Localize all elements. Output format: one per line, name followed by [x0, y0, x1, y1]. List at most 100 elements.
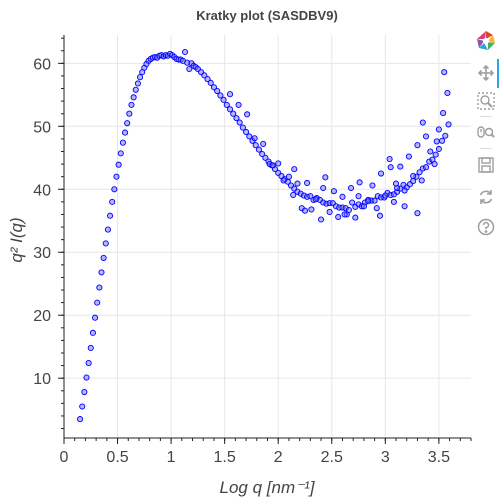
data-point — [98, 269, 105, 276]
data-point — [445, 121, 452, 128]
data-point — [233, 115, 240, 122]
save-icon[interactable] — [475, 154, 497, 176]
data-point — [416, 169, 423, 176]
data-point — [390, 198, 397, 205]
data-point — [246, 133, 253, 140]
data-point — [87, 344, 94, 352]
x-tick-label: 3 — [381, 449, 390, 466]
data-point — [307, 193, 314, 200]
data-point — [318, 216, 325, 223]
data-point — [89, 329, 96, 336]
data-point — [236, 119, 243, 126]
gridlines — [63, 35, 471, 438]
x-tick-label: 2.5 — [321, 449, 343, 466]
data-point — [365, 198, 372, 205]
data-point — [341, 211, 348, 218]
data-point — [290, 191, 297, 198]
data-point — [360, 203, 367, 210]
bokeh-logo-icon[interactable] — [475, 30, 497, 52]
data-point — [269, 162, 276, 169]
y-tick-label: 20 — [33, 308, 51, 325]
plot-background — [64, 35, 471, 438]
data-point — [132, 86, 139, 93]
data-point — [369, 182, 376, 189]
data-point — [405, 153, 412, 160]
wheel-zoom-icon[interactable] — [475, 122, 497, 144]
axes: 0 0.5 1 1.5 2 2.5 3 3.5 10 20 30 40 50 60 — [33, 35, 472, 466]
data-point — [130, 94, 137, 101]
data-point — [294, 180, 301, 187]
data-point — [439, 137, 446, 144]
data-point — [100, 254, 107, 261]
data-point — [352, 214, 359, 221]
data-point — [330, 188, 337, 195]
data-point — [92, 314, 99, 321]
data-point — [235, 101, 242, 108]
data-point — [85, 360, 92, 367]
pan-icon[interactable] — [475, 62, 497, 84]
data-point — [107, 212, 114, 219]
data-point — [419, 119, 426, 126]
data-point — [397, 163, 404, 170]
data-point — [432, 151, 439, 158]
data-point — [122, 129, 129, 136]
x-tick-label: 0 — [60, 449, 69, 466]
data-point — [102, 240, 109, 247]
data-point — [113, 173, 120, 180]
data-point — [244, 111, 251, 118]
toolbar-divider — [480, 116, 492, 117]
data-point — [104, 226, 111, 233]
data-point — [136, 74, 144, 81]
data-point — [275, 160, 282, 167]
data-point — [226, 91, 234, 98]
data-point — [119, 139, 126, 146]
box-zoom-icon[interactable] — [475, 90, 497, 112]
y-tick-label: 50 — [33, 119, 51, 136]
y-tick-label: 30 — [33, 245, 51, 262]
x-tick-label: 1 — [167, 449, 176, 466]
data-point — [255, 146, 262, 153]
data-point — [326, 208, 333, 215]
x-tick-label: 3.5 — [428, 449, 450, 466]
data-point — [79, 403, 86, 410]
chart-title: Kratky plot (SASDBV9) — [196, 8, 338, 23]
data-point — [414, 210, 421, 217]
data-point — [339, 193, 346, 200]
data-point — [387, 164, 394, 171]
data-point — [259, 150, 266, 158]
x-tick-label: 0.5 — [106, 449, 128, 466]
data-point — [217, 92, 224, 99]
data-point — [204, 76, 211, 83]
data-point — [124, 120, 131, 127]
data-point — [223, 101, 230, 108]
help-icon[interactable] — [475, 216, 497, 238]
y-tick-label: 10 — [33, 371, 51, 388]
y-tick-label: 40 — [33, 182, 51, 199]
data-point — [304, 179, 311, 187]
data-point — [117, 150, 124, 157]
data-point — [96, 284, 103, 291]
reset-icon[interactable] — [475, 186, 497, 208]
y-tick-label: 60 — [33, 56, 51, 73]
data-point — [442, 132, 449, 139]
data-point — [181, 48, 189, 56]
data-point — [251, 135, 258, 142]
data-point — [280, 177, 287, 184]
data-point — [414, 142, 421, 149]
data-point — [422, 133, 430, 140]
data-point — [433, 138, 440, 145]
data-point — [356, 179, 363, 186]
active-tool-indicator — [497, 59, 499, 88]
data-point — [382, 192, 389, 199]
data-point — [301, 207, 309, 214]
data-point — [435, 145, 442, 153]
data-point — [373, 205, 380, 212]
data-point — [335, 213, 342, 221]
data-point — [320, 184, 327, 192]
data-point — [83, 374, 90, 381]
data-point — [260, 140, 267, 147]
data-point — [386, 155, 393, 163]
data-points — [77, 48, 452, 423]
data-point — [312, 196, 319, 203]
